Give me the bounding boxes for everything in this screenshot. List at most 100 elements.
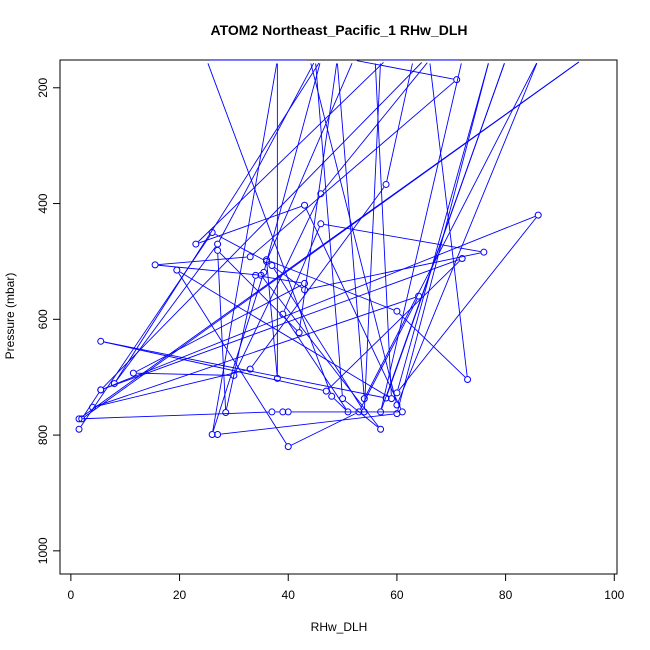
- data-point: [246, 253, 254, 261]
- data-point: [464, 376, 472, 384]
- data-point: [268, 408, 276, 416]
- y-tick-label: 800: [36, 425, 50, 445]
- data-point: [110, 380, 118, 388]
- data-point: [317, 220, 325, 228]
- data-point: [279, 408, 287, 416]
- data-point: [246, 365, 254, 373]
- x-axis: 0 20 40 60 80 100: [68, 573, 625, 602]
- series-segment: [274, 267, 302, 289]
- series-segment: [310, 63, 397, 402]
- data-point: [208, 228, 216, 236]
- data-point: [393, 401, 401, 409]
- data-point: [89, 403, 97, 411]
- data-point: [208, 431, 216, 439]
- series-segment: [397, 63, 489, 411]
- data-point: [214, 431, 222, 439]
- data-point: [360, 408, 368, 416]
- series-segment: [103, 216, 536, 390]
- data-point: [534, 211, 542, 219]
- series-segment: [365, 62, 538, 396]
- data-point: [317, 190, 325, 198]
- data-point: [284, 443, 292, 451]
- data-point: [344, 408, 352, 416]
- series-group: [75, 60, 580, 451]
- data-point: [129, 369, 137, 377]
- series-segment: [386, 63, 505, 395]
- series-segment: [212, 275, 264, 432]
- series-segment: [103, 259, 459, 390]
- series-segment: [234, 196, 320, 373]
- series-segment: [207, 63, 331, 394]
- series-segment: [273, 268, 363, 410]
- series-segment: [284, 316, 347, 410]
- series-segment: [221, 413, 394, 435]
- x-tick-label: 80: [499, 588, 513, 602]
- series-segment: [215, 233, 264, 261]
- series-segment: [283, 226, 320, 312]
- data-point: [393, 410, 401, 418]
- x-tick-label: 60: [390, 588, 404, 602]
- x-tick-label: 40: [282, 588, 296, 602]
- data-point: [382, 180, 390, 188]
- y-tick-label: 200: [36, 77, 50, 97]
- series-segment: [324, 223, 481, 253]
- series-segment: [305, 208, 402, 409]
- data-point: [75, 415, 83, 423]
- data-point: [75, 425, 83, 433]
- data-point: [415, 292, 423, 300]
- series-segment: [198, 62, 384, 242]
- series-segment: [104, 341, 323, 391]
- series-segment: [380, 63, 462, 409]
- series-segment: [217, 253, 227, 410]
- series-segment: [291, 413, 356, 446]
- series-segment: [397, 63, 489, 390]
- y-axis-label: Pressure (mbar): [3, 273, 17, 360]
- data-point: [222, 409, 230, 417]
- series-segment: [178, 272, 287, 444]
- series-segment: [328, 260, 460, 389]
- series-segment: [267, 63, 353, 259]
- series-segment: [116, 246, 216, 382]
- series-segment: [299, 63, 338, 330]
- series-segment: [398, 217, 537, 391]
- series-segment: [136, 284, 302, 372]
- data-point: [97, 386, 105, 394]
- series-segment: [95, 369, 247, 407]
- data-point: [377, 425, 385, 433]
- data-point: [453, 76, 461, 84]
- series-segment: [218, 62, 315, 242]
- data-point: [480, 248, 488, 256]
- series-segment: [307, 252, 481, 290]
- series-segment: [158, 264, 258, 276]
- series-segment: [386, 63, 413, 182]
- series-segment: [115, 62, 320, 381]
- data-point: [393, 389, 401, 397]
- series-segment: [158, 256, 247, 266]
- data-point: [78, 415, 86, 423]
- data-point: [273, 374, 281, 382]
- series-segment: [82, 411, 269, 420]
- x-tick-label: 0: [68, 588, 75, 602]
- data-point: [301, 201, 309, 209]
- series-segment: [360, 299, 418, 410]
- series-segment: [374, 63, 392, 396]
- data-point: [279, 310, 287, 318]
- y-tick-label: 600: [36, 309, 50, 329]
- series-segment: [333, 398, 346, 410]
- series-segment: [179, 271, 389, 398]
- series-segment: [226, 278, 256, 410]
- series-segment: [397, 63, 538, 402]
- data-point: [230, 371, 238, 379]
- data-point: [151, 261, 159, 269]
- data-point: [97, 337, 105, 345]
- plot-area: [75, 60, 580, 451]
- data-point: [339, 395, 347, 403]
- data-point: [360, 395, 368, 403]
- data-point: [192, 240, 200, 248]
- data-point: [387, 395, 395, 403]
- data-point: [268, 261, 276, 269]
- x-axis-label: RHw_DLH: [311, 620, 368, 634]
- data-point: [284, 408, 292, 416]
